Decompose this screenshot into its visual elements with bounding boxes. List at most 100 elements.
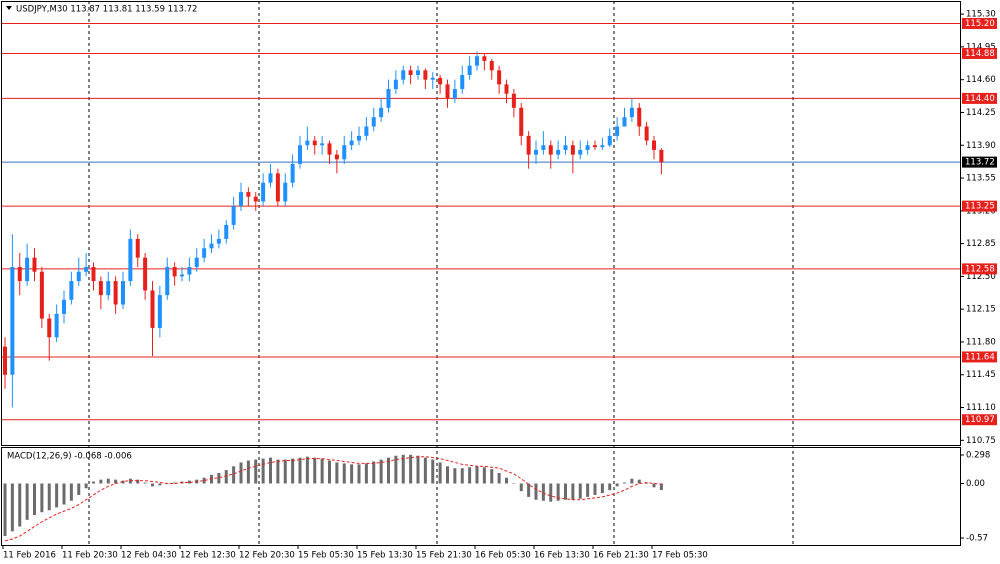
macd-frame: [1, 447, 961, 546]
candle-body: [511, 93, 516, 108]
macd-bar: [571, 483, 575, 500]
candle-body: [180, 274, 184, 277]
y-tick-label: 114.95: [966, 42, 996, 52]
macd-bar: [114, 479, 118, 484]
macd-bar: [217, 472, 221, 484]
macd-bar: [401, 454, 405, 484]
candle-body: [283, 182, 288, 202]
candle-body: [430, 77, 435, 80]
candle-body: [548, 145, 553, 155]
signal-line: [4, 456, 662, 542]
candle-body: [556, 149, 561, 155]
macd-bar: [283, 459, 287, 484]
candle-body: [615, 126, 620, 136]
candle-body: [475, 56, 479, 66]
candle-body: [47, 318, 52, 338]
macd-bar: [33, 483, 36, 516]
x-tick-label: 11 Feb 2016: [3, 551, 56, 561]
y-tick-label: -0.57: [966, 534, 988, 544]
macd-bar: [69, 483, 73, 501]
macd-bar: [586, 483, 590, 497]
macd-bar: [18, 483, 22, 527]
macd-bar: [460, 468, 464, 484]
macd-bar: [40, 483, 44, 513]
candle-body: [334, 154, 339, 160]
macd-bar: [313, 457, 317, 484]
candle-body: [563, 145, 568, 150]
main-frame: [1, 1, 961, 446]
y-tick-label: 112.85: [966, 239, 996, 249]
candle-body: [452, 89, 457, 99]
candle-body: [239, 192, 243, 207]
level-label-bg: [962, 47, 997, 59]
candle-body: [10, 267, 15, 375]
candle-body: [54, 313, 59, 338]
candle-body: [600, 145, 605, 148]
y-tick-label: 111.80: [966, 337, 996, 347]
y-tick-label: 115.30: [966, 10, 996, 20]
macd-bar: [10, 483, 14, 532]
level-label: 110.97: [965, 415, 995, 425]
candle-body: [253, 196, 258, 202]
macd-bar: [387, 457, 390, 484]
candle-body: [423, 70, 428, 80]
candle-body: [519, 107, 524, 136]
x-tick-label: 15 Feb 13:30: [357, 551, 413, 561]
candle-body: [268, 173, 273, 183]
candle-body: [275, 173, 280, 202]
y-tick-label: 110.75: [966, 436, 996, 446]
candle-body: [371, 117, 376, 127]
last-price-label: 113.72: [965, 158, 995, 168]
candle-body: [349, 140, 354, 146]
candle-body: [157, 295, 162, 328]
level-label-bg: [962, 17, 997, 29]
level-label: 115.20: [965, 19, 995, 29]
last-price-bg: [962, 156, 997, 168]
x-tick-label: 12 Feb 20:30: [239, 551, 295, 561]
candle-body: [216, 238, 221, 244]
macd-bar: [55, 483, 59, 508]
macd-bar: [298, 457, 302, 484]
candle-body: [312, 140, 317, 146]
macd-bar: [328, 460, 331, 484]
macd-bar: [468, 467, 472, 484]
candle-body: [320, 143, 325, 146]
macd-bar: [224, 470, 228, 484]
macd-bar: [47, 483, 51, 511]
candle-body: [69, 281, 74, 300]
macd-bar: [578, 483, 582, 499]
candle-body: [187, 267, 192, 275]
candle-body: [659, 149, 664, 163]
candle-body: [585, 145, 590, 150]
period-separators: [88, 1, 794, 545]
x-tick-label: 12 Feb 12:30: [180, 551, 236, 561]
macd-bar: [630, 478, 634, 484]
candle-body: [593, 145, 597, 148]
candle-body: [202, 248, 207, 258]
macd-bar: [593, 483, 597, 495]
candle-body: [172, 267, 177, 277]
menu-arrow[interactable]: [6, 6, 12, 10]
y-tick-label: 0.00: [966, 479, 985, 489]
candle-body: [39, 271, 44, 319]
x-tick-label: 16 Feb 05:30: [475, 551, 531, 561]
level-label-bg: [962, 200, 997, 212]
candle-body: [622, 117, 627, 127]
y-tick-label: 111.45: [966, 370, 996, 380]
candle-body: [534, 149, 538, 155]
candle-body: [231, 206, 236, 225]
macd-bar: [637, 479, 641, 484]
candle-body: [364, 126, 369, 136]
chart-title: USDJPY,M30 113.87 113.81 113.59 113.72: [16, 5, 197, 15]
candle-body: [224, 224, 229, 239]
candle-body: [652, 140, 656, 150]
level-label-bg: [962, 92, 997, 104]
candle-body: [209, 243, 214, 249]
candle-body: [504, 84, 509, 94]
y-tick-label: 0.298: [966, 450, 990, 460]
candle-body: [438, 77, 443, 85]
y-tick-label: 111.10: [966, 403, 996, 413]
level-label: 111.64: [965, 352, 995, 362]
candle-body: [541, 145, 546, 150]
y-tick-label: 114.25: [966, 108, 996, 118]
